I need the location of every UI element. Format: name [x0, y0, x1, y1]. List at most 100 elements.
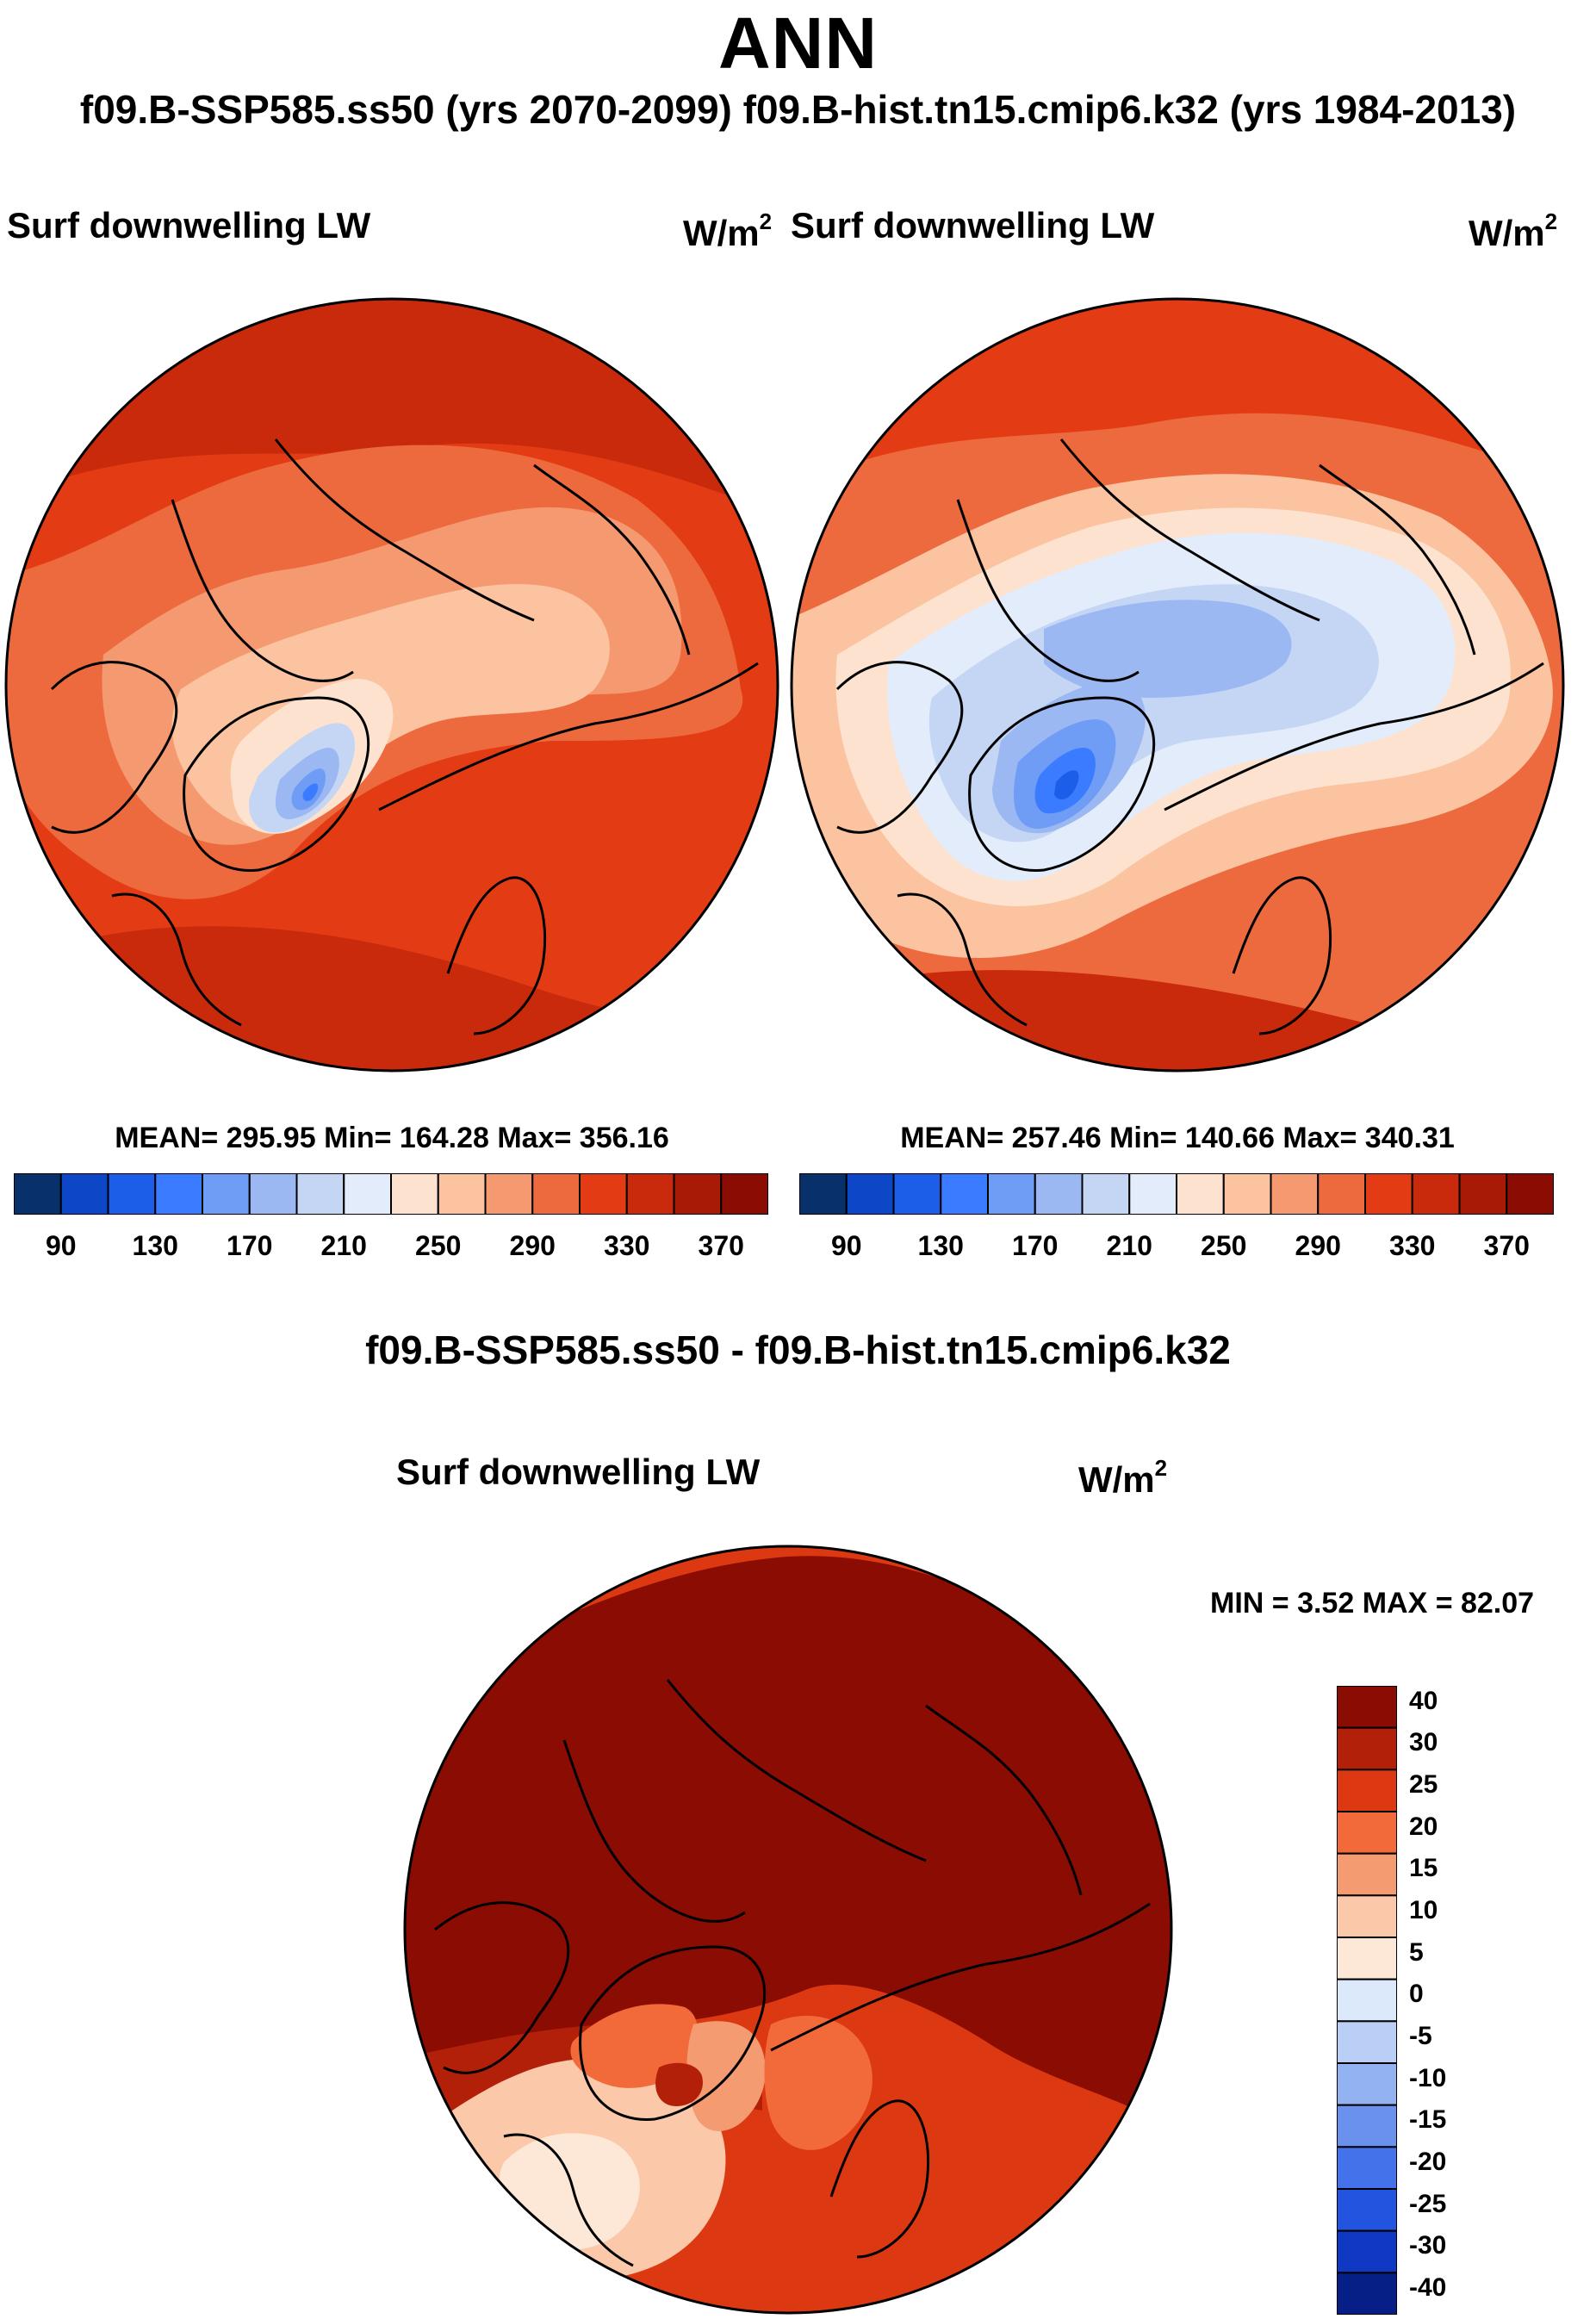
diff-colorbar-cell	[1337, 2104, 1397, 2148]
panel1-colorbar-label: 130	[132, 1230, 178, 1261]
diff-colorbar-label: -30	[1409, 2231, 1447, 2260]
panel1-colorbar-label: 250	[415, 1230, 462, 1261]
diff-colorbar-cell	[1337, 2062, 1397, 2106]
panel2-colorbar-cell	[799, 1173, 848, 1215]
panel1-colorbar-cell	[248, 1173, 298, 1215]
diff-colorbar-label: -5	[1409, 2022, 1432, 2050]
panel2-colorbar-cell	[1176, 1173, 1225, 1215]
panel1-colorbar-label: 290	[509, 1230, 556, 1261]
panel1-colorbar-cell	[202, 1173, 251, 1215]
diff-colorbar-cell	[1337, 1686, 1397, 1729]
panel2-units: W/m2	[1469, 208, 1557, 254]
panel1-colorbar-label: 210	[320, 1230, 367, 1261]
panel2-variable-label: Surf downwelling LW	[791, 205, 1155, 246]
panel2-polar-map	[790, 297, 1565, 1072]
panel1-colorbar-cell	[531, 1173, 581, 1215]
panel1-colorbar-cell	[59, 1173, 109, 1215]
panel2-stats: MEAN= 257.46 Min= 140.66 Max= 340.31	[900, 1122, 1455, 1154]
diff-variable-label: Surf downwelling LW	[396, 1452, 761, 1492]
panel2-colorbar-cell	[1222, 1173, 1272, 1215]
panel2-colorbar-cell	[1411, 1173, 1461, 1215]
diff-colorbar-label: 20	[1409, 1812, 1438, 1841]
difference-colorbar	[1337, 1686, 1397, 2315]
panel2-colorbar-label: 210	[1106, 1230, 1152, 1261]
panel2-colorbar-label: 170	[1012, 1230, 1059, 1261]
panel1-colorbar-cell	[484, 1173, 534, 1215]
panel2-units-exp: 2	[1544, 208, 1558, 234]
figure-subtitle: f09.B-SSP585.ss50 (yrs 2070-2099) f09.B-…	[79, 87, 1517, 132]
diff-colorbar-label: -10	[1409, 2063, 1447, 2092]
difference-title: f09.B-SSP585.ss50 - f09.B-hist.tn15.cmip…	[365, 1327, 1231, 1372]
panel2-colorbar-cell	[1081, 1173, 1131, 1215]
panel2-colorbar-cell	[1034, 1173, 1084, 1215]
panel2-colorbar-label: 370	[1483, 1230, 1530, 1261]
diff-colorbar-cell	[1337, 2229, 1397, 2274]
panel1-colorbar-cell	[673, 1173, 723, 1215]
panel1-units: W/m2	[683, 208, 772, 254]
diff-colorbar-cell	[1337, 1811, 1397, 1855]
diff-colorbar-label: -20	[1409, 2148, 1447, 2176]
panel1-colorbar-cell	[390, 1173, 439, 1215]
panel1-colorbar-cell	[107, 1173, 157, 1215]
panel1-colorbar-cell	[579, 1173, 628, 1215]
diff-colorbar-cell	[1337, 1894, 1397, 1938]
panel1-colorbar-label: 90	[45, 1230, 77, 1261]
diff-colorbar-label: -15	[1409, 2105, 1447, 2135]
panel1-variable-label: Surf downwelling LW	[7, 205, 371, 246]
diff-colorbar-cell	[1337, 2146, 1397, 2191]
panel1-colorbar-cell	[720, 1173, 768, 1215]
panel2-colorbar	[799, 1173, 1554, 1215]
panel1-colorbar-cell	[343, 1173, 392, 1215]
diff-colorbar-label: 5	[1409, 1937, 1424, 1967]
diff-colorbar-label: 40	[1409, 1686, 1438, 1715]
diff-colorbar-label: -40	[1409, 2273, 1447, 2302]
diff-units: W/m2	[1078, 1455, 1168, 1501]
diff-colorbar-label: 25	[1409, 1770, 1438, 1799]
difference-polar-map	[403, 1545, 1173, 2315]
panel2-colorbar-label: 130	[917, 1230, 964, 1261]
panel1-colorbar-cell	[14, 1173, 62, 1215]
diff-colorbar-cell	[1337, 1769, 1397, 1812]
diff-colorbar-cell	[1337, 2188, 1397, 2232]
panel2-units-text: W/m	[1469, 213, 1545, 253]
panel1-stats: MEAN= 295.95 Min= 164.28 Max= 356.16	[115, 1122, 669, 1154]
diff-units-text: W/m	[1078, 1459, 1155, 1500]
panel2-colorbar-cell	[1270, 1173, 1320, 1215]
diff-colorbar-cell	[1337, 1937, 1397, 1980]
diff-colorbar-cell	[1337, 2272, 1397, 2315]
panel1-colorbar-cell	[437, 1173, 487, 1215]
panel1-colorbar-label: 370	[698, 1230, 744, 1261]
panel2-colorbar-label: 90	[830, 1230, 862, 1261]
diff-colorbar-cell	[1337, 1852, 1397, 1897]
panel2-colorbar-cell	[845, 1173, 895, 1215]
panel2-colorbar-cell	[892, 1173, 942, 1215]
diff-minmax: MIN = 3.52 MAX = 82.07	[1210, 1587, 1535, 1620]
diff-colorbar-label: 15	[1409, 1854, 1438, 1883]
diff-colorbar-label: 10	[1409, 1896, 1438, 1924]
diff-units-exp: 2	[1154, 1455, 1168, 1481]
panel2-colorbar-cell	[1364, 1173, 1413, 1215]
panel1-colorbar-label: 330	[604, 1230, 650, 1261]
diff-colorbar-cell	[1337, 1978, 1397, 2023]
panel1-colorbar-cell	[154, 1173, 203, 1215]
diff-colorbar-label: 0	[1409, 1980, 1424, 2009]
panel2-colorbar-cell	[1506, 1173, 1554, 1215]
panel2-colorbar-cell	[987, 1173, 1036, 1215]
panel2-colorbar-cell	[1458, 1173, 1508, 1215]
panel1-colorbar-cell	[625, 1173, 675, 1215]
panel1-colorbar-label: 170	[227, 1230, 273, 1261]
diff-colorbar-cell	[1337, 2020, 1397, 2064]
panel1-units-exp: 2	[759, 208, 773, 234]
panel1-polar-map	[4, 297, 779, 1072]
panel2-colorbar-label: 330	[1389, 1230, 1436, 1261]
diff-colorbar-cell	[1337, 1726, 1397, 1771]
panel2-colorbar-label: 290	[1295, 1230, 1341, 1261]
panel1-colorbar	[14, 1173, 768, 1215]
panel2-colorbar-cell	[1317, 1173, 1366, 1215]
panel1-units-text: W/m	[683, 213, 760, 253]
diff-colorbar-label: -25	[1409, 2189, 1447, 2218]
diff-colorbar-label: 30	[1409, 1728, 1438, 1757]
panel2-colorbar-label: 250	[1201, 1230, 1247, 1261]
panel2-colorbar-cell	[940, 1173, 989, 1215]
panel1-colorbar-cell	[295, 1173, 345, 1215]
